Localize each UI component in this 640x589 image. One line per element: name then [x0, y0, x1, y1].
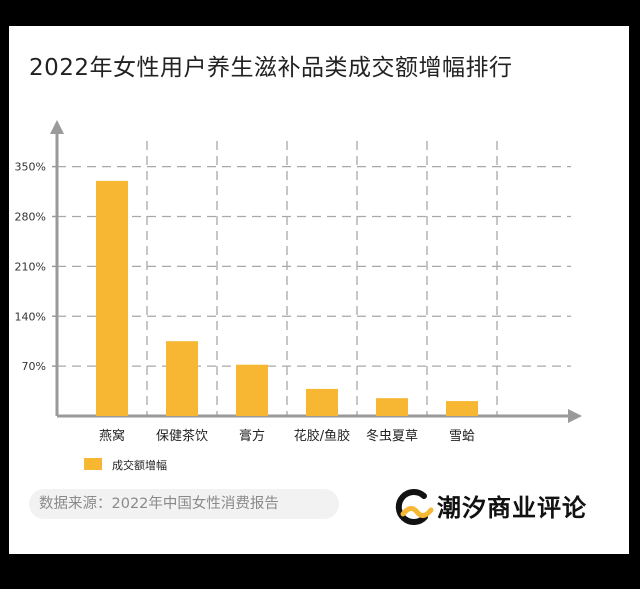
x-tick-label: 燕窝	[99, 428, 125, 444]
x-tick-label: 膏方	[239, 428, 265, 444]
y-axis-arrow	[50, 120, 64, 134]
x-tick-label: 雪蛤	[449, 429, 475, 444]
x-tick-label: 保健茶饮	[156, 428, 208, 444]
chart-title: 2022年女性用户养生滋补品类成交额增幅排行	[29, 55, 513, 81]
y-tick-label: 140%	[15, 310, 46, 323]
y-tick-label: 280%	[15, 211, 46, 224]
bar	[236, 364, 268, 416]
wave-logo-icon	[395, 489, 434, 525]
legend-swatch	[84, 458, 102, 470]
y-tick-label: 210%	[15, 260, 46, 273]
chart-card: 2022年女性用户养生滋补品类成交额增幅排行 70% 140% 210% 280% 35…	[9, 26, 629, 554]
axes	[50, 120, 582, 423]
bar	[376, 398, 408, 416]
x-tick-label: 花胶/鱼胶	[294, 428, 350, 444]
source-note: 数据来源：2022年中国女性消费报告	[29, 489, 339, 519]
x-tick-labels: 燕窝 保健茶饮 膏方 花胶/鱼胶 冬虫夏草 雪蛤	[99, 428, 475, 444]
y-tick-labels: 70% 140% 210% 280% 350%	[15, 161, 46, 374]
y-tick-label: 70%	[22, 360, 46, 373]
brand-name: 潮汐商业评论	[437, 494, 587, 522]
legend-label: 成交额增幅	[112, 458, 167, 472]
bar	[306, 388, 338, 416]
x-tick-label: 冬虫夏草	[366, 428, 418, 444]
x-axis-arrow	[568, 409, 582, 423]
legend: 成交额增幅	[84, 458, 167, 472]
bars	[96, 180, 478, 416]
bar	[96, 180, 128, 416]
gridlines	[52, 141, 571, 416]
bar	[446, 401, 478, 416]
bar-chart: 70%140%210%280%350% 燕窝 保健茶饮 膏方 花胶/鱼胶 冬虫夏草 雪蛤 …	[15, 120, 582, 472]
bar	[166, 341, 198, 416]
brand-logo: 潮汐商业评论	[391, 484, 616, 528]
y-tick-label: 350%	[15, 161, 46, 174]
